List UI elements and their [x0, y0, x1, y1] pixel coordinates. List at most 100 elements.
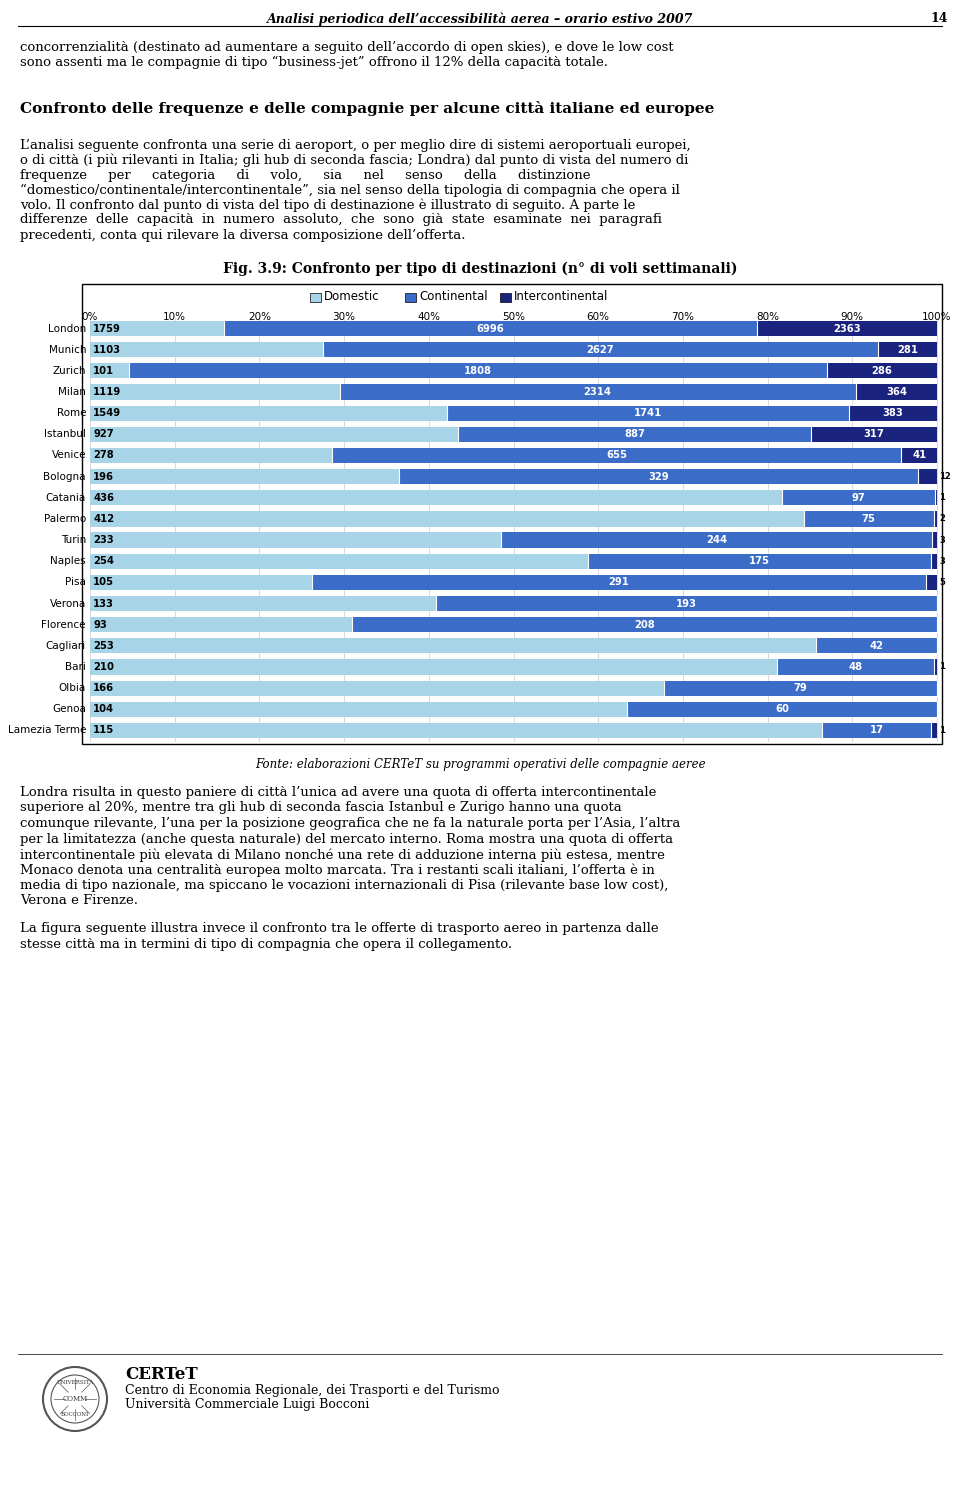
Text: 927: 927 — [93, 430, 113, 439]
Text: 291: 291 — [609, 578, 630, 587]
Text: 1119: 1119 — [93, 386, 121, 397]
Text: 14: 14 — [930, 12, 948, 26]
Text: 281: 281 — [897, 344, 918, 355]
Text: Londra risulta in questo paniere di città l’unica ad avere una quota di offerta : Londra risulta in questo paniere di citt… — [20, 786, 657, 798]
Bar — [90, 702, 627, 717]
Text: 105: 105 — [93, 578, 114, 587]
Text: 196: 196 — [93, 472, 114, 481]
Text: 3: 3 — [939, 536, 945, 545]
Text: 317: 317 — [864, 430, 884, 439]
Text: 1: 1 — [939, 662, 945, 672]
Text: 655: 655 — [606, 451, 627, 460]
Bar — [90, 490, 781, 506]
Bar — [90, 681, 664, 696]
Text: Verona: Verona — [50, 599, 86, 608]
Text: 1: 1 — [939, 493, 945, 502]
Bar — [934, 659, 937, 675]
Text: concorrenzialità (destinato ad aumentare a seguito dell’accordo di open skies), : concorrenzialità (destinato ad aumentare… — [20, 41, 674, 54]
Text: 0%: 0% — [82, 312, 98, 321]
Bar — [323, 343, 877, 358]
Text: 193: 193 — [676, 599, 697, 608]
Text: CERTeT: CERTeT — [125, 1366, 198, 1384]
Bar — [436, 596, 937, 611]
Text: comunque rilevante, l’una per la posizione geografica che ne fa la naturale port: comunque rilevante, l’una per la posizio… — [20, 816, 681, 830]
Text: 208: 208 — [634, 620, 655, 629]
Bar — [351, 617, 937, 632]
Text: 60%: 60% — [587, 312, 610, 321]
Text: Monaco denota una centralità europea molto marcata. Tra i restanti scali italian: Monaco denota una centralità europea mol… — [20, 863, 655, 877]
Text: Istanbul: Istanbul — [44, 430, 86, 439]
Text: per la limitatezza (anche questa naturale) del mercato interno. Roma mostra una : per la limitatezza (anche questa natural… — [20, 833, 673, 845]
Bar — [811, 427, 937, 442]
Text: 364: 364 — [886, 386, 907, 397]
Text: 70%: 70% — [671, 312, 694, 321]
Text: Florence: Florence — [41, 620, 86, 629]
Text: 887: 887 — [624, 430, 645, 439]
Bar — [340, 385, 855, 400]
Bar — [781, 490, 935, 506]
Text: 383: 383 — [882, 407, 903, 418]
Text: Continental: Continental — [419, 291, 488, 303]
Bar — [399, 469, 918, 484]
Text: 115: 115 — [93, 726, 114, 735]
Bar — [90, 638, 816, 653]
Bar — [877, 343, 937, 358]
Bar — [500, 293, 511, 302]
Text: differenze  delle  capacità  in  numero  assoluto,  che  sono  già  state  esami: differenze delle capacità in numero asso… — [20, 213, 661, 226]
Bar — [90, 427, 459, 442]
Text: Intercontinental: Intercontinental — [514, 291, 609, 303]
Text: 244: 244 — [706, 536, 727, 545]
Text: 286: 286 — [872, 365, 892, 376]
Bar — [627, 702, 937, 717]
Text: 79: 79 — [794, 684, 807, 693]
Text: 1103: 1103 — [93, 344, 121, 355]
Text: 1808: 1808 — [464, 365, 492, 376]
Text: 97: 97 — [852, 493, 865, 502]
Text: precedenti, conta qui rilevare la diversa composizione dell’offerta.: precedenti, conta qui rilevare la divers… — [20, 228, 466, 241]
Bar — [933, 512, 937, 527]
Text: 12: 12 — [939, 472, 950, 481]
Text: 436: 436 — [93, 493, 114, 502]
Text: 210: 210 — [93, 662, 114, 672]
Text: 10%: 10% — [163, 312, 186, 321]
Text: Palermo: Palermo — [44, 515, 86, 524]
Bar — [90, 448, 332, 463]
Text: 412: 412 — [93, 515, 114, 524]
Bar — [90, 343, 323, 358]
Bar — [823, 723, 930, 738]
Bar — [816, 638, 937, 653]
Text: 329: 329 — [648, 472, 669, 481]
Text: Centro di Economia Regionale, dei Trasporti e del Turismo: Centro di Economia Regionale, dei Traspo… — [125, 1384, 499, 1397]
Text: Turin: Turin — [60, 536, 86, 545]
Text: 1759: 1759 — [93, 323, 121, 333]
Bar — [827, 364, 937, 379]
Bar — [588, 554, 931, 569]
Text: Bologna: Bologna — [43, 472, 86, 481]
Text: London: London — [48, 323, 86, 333]
Bar — [405, 293, 416, 302]
Text: 75: 75 — [862, 515, 876, 524]
Text: Fonte: elaborazioni CERTeT su programmi operativi delle compagnie aeree: Fonte: elaborazioni CERTeT su programmi … — [254, 758, 706, 771]
Text: Analisi periodica dell’accessibilità aerea – orario estivo 2007: Analisi periodica dell’accessibilità aer… — [267, 12, 693, 26]
Text: L’analisi seguente confronta una serie di aeroport, o per meglio dire di sistemi: L’analisi seguente confronta una serie d… — [20, 139, 690, 151]
Bar — [90, 364, 129, 379]
Text: Confronto delle frequenze e delle compagnie per alcune città italiane ed europee: Confronto delle frequenze e delle compag… — [20, 101, 714, 116]
Text: 166: 166 — [93, 684, 114, 693]
Bar — [129, 364, 827, 379]
Bar — [310, 293, 321, 302]
Bar — [90, 575, 312, 590]
Text: 42: 42 — [870, 641, 884, 650]
Text: UNIVERSITA: UNIVERSITA — [57, 1381, 94, 1385]
Text: 100%: 100% — [923, 312, 951, 321]
Bar — [931, 554, 937, 569]
Text: 2314: 2314 — [584, 386, 612, 397]
Bar — [664, 681, 937, 696]
Text: frequenze     per     categoria     di     volo,     sia     nel     senso     d: frequenze per categoria di volo, sia nel… — [20, 169, 590, 181]
Bar — [90, 554, 588, 569]
Text: media di tipo nazionale, ma spiccano le vocazioni internazionali di Pisa (rileva: media di tipo nazionale, ma spiccano le … — [20, 880, 668, 892]
Bar — [757, 321, 937, 337]
Text: Rome: Rome — [57, 407, 86, 418]
Bar — [312, 575, 926, 590]
Bar — [90, 406, 447, 421]
Text: 3: 3 — [939, 557, 945, 566]
